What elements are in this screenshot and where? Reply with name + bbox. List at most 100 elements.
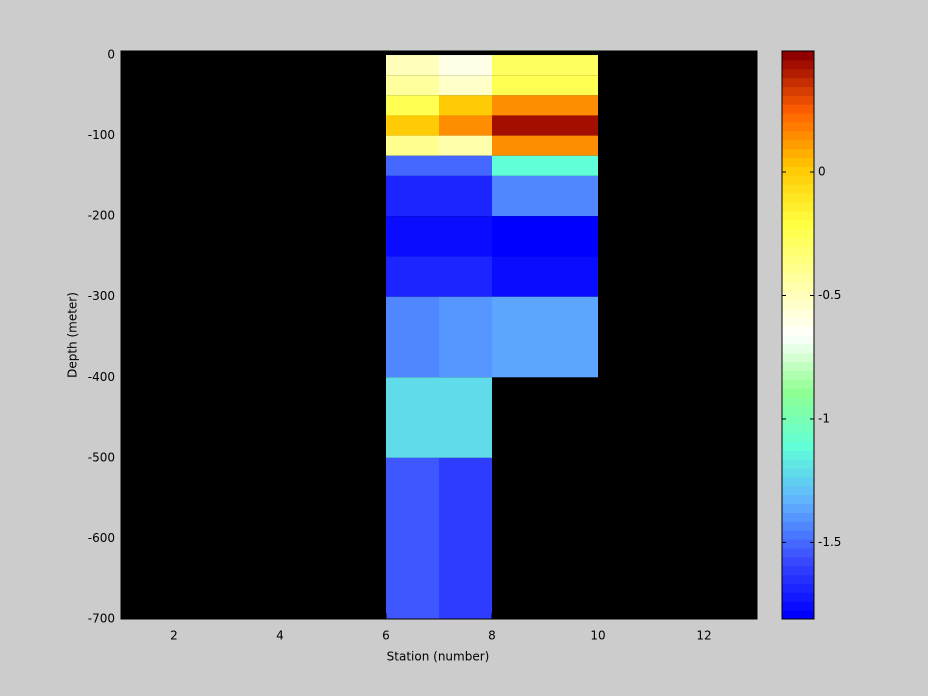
x-tick-label: 10 [590, 629, 605, 643]
colorbar-swatch [782, 51, 814, 61]
cell [439, 75, 492, 96]
colorbar-swatch [782, 317, 814, 327]
x-tick-label: 12 [696, 629, 711, 643]
colorbar-swatch [782, 272, 814, 283]
cell [439, 256, 492, 297]
cell [386, 256, 439, 297]
cell [492, 95, 598, 116]
colorbar-swatch [782, 166, 814, 176]
colorbar-swatch [782, 95, 814, 105]
cell [386, 457, 439, 619]
colorbar-swatch [782, 290, 814, 300]
colorbar-swatch [782, 441, 814, 451]
x-tick-label: 4 [276, 629, 284, 643]
cell [386, 75, 439, 96]
colorbar-swatch [782, 77, 814, 87]
colorbar-swatch [782, 539, 814, 549]
colorbar-swatch [782, 326, 814, 336]
cell [439, 95, 492, 116]
cell [492, 175, 598, 217]
colorbar-swatch [782, 157, 814, 167]
cell [492, 115, 598, 136]
colorbar-swatch [782, 601, 814, 611]
colorbar-swatch [782, 397, 814, 407]
cell [492, 135, 598, 156]
colorbar-swatch [782, 352, 814, 363]
colorbar-swatch [782, 175, 814, 185]
colorbar-swatch [782, 201, 814, 212]
cell [439, 115, 492, 136]
x-tick-label: 2 [170, 629, 178, 643]
colorbar-swatch [782, 281, 814, 292]
cell [386, 175, 439, 217]
y-tick-label: -100 [88, 128, 115, 142]
colorbar-swatch [782, 184, 814, 194]
colorbar-swatch [782, 210, 814, 221]
colorbar-swatch [782, 583, 814, 593]
colorbar-swatch [782, 255, 814, 265]
colorbar-tick-label: -1 [818, 411, 830, 425]
colorbar-swatch [782, 148, 814, 158]
cell [386, 55, 439, 76]
cell [492, 55, 598, 76]
y-tick-label: -700 [88, 612, 115, 626]
cell [386, 155, 439, 176]
colorbar-swatch [782, 574, 814, 584]
colorbar-swatch [782, 468, 814, 478]
cell [386, 296, 439, 378]
cell [386, 377, 439, 458]
axes-box [120, 50, 758, 620]
colorbar-swatch [782, 485, 814, 496]
colorbar-tick-label: 0 [818, 165, 826, 179]
colorbar-swatch [782, 370, 814, 380]
colorbar-swatch [782, 512, 814, 522]
cell [439, 377, 492, 458]
colorbar-swatch [782, 494, 814, 505]
y-tick-label: -600 [88, 531, 115, 545]
colorbar-swatch [782, 68, 814, 79]
colorbar-swatch [782, 414, 814, 425]
x-tick-label: 8 [488, 629, 496, 643]
cell [492, 296, 598, 378]
colorbar-swatch [782, 193, 814, 203]
colorbar-swatch [782, 113, 814, 123]
cell [439, 216, 492, 257]
colorbar-swatch [782, 477, 814, 487]
colorbar-swatch [782, 59, 814, 70]
colorbar-swatch [782, 299, 814, 309]
y-tick-label: -500 [88, 450, 115, 464]
colorbar-swatch [782, 423, 814, 434]
cell [386, 95, 439, 116]
cell [492, 75, 598, 96]
x-axis-label: Station (number) [387, 650, 490, 664]
colorbar-swatch [782, 556, 814, 567]
y-axis-label: Depth (meter) [66, 292, 80, 378]
colorbar-swatch [782, 521, 814, 531]
colorbar-swatch [782, 388, 814, 398]
colorbar-swatch [782, 530, 814, 540]
colorbar-swatch [782, 237, 814, 247]
colorbar-swatch [782, 228, 814, 238]
colorbar-swatch [782, 459, 814, 469]
colorbar-tick-label: -0.5 [818, 288, 841, 302]
colorbar-swatch [782, 503, 814, 513]
cell [492, 256, 598, 297]
colorbar-swatch [782, 379, 814, 389]
cell [439, 135, 492, 156]
colorbar-swatch [782, 406, 814, 416]
x-tick-label: 6 [382, 629, 390, 643]
colorbar-swatch [782, 264, 814, 274]
cell [492, 155, 598, 176]
cell [386, 135, 439, 156]
cell [492, 216, 598, 257]
colorbar-swatch [782, 308, 814, 318]
y-tick-label: -300 [88, 289, 115, 303]
colorbar-box [781, 50, 815, 620]
colorbar-swatch [782, 104, 814, 114]
colorbar-swatch [782, 432, 814, 442]
cell [439, 55, 492, 76]
cell [439, 296, 492, 378]
y-tick-label: -200 [88, 209, 115, 223]
